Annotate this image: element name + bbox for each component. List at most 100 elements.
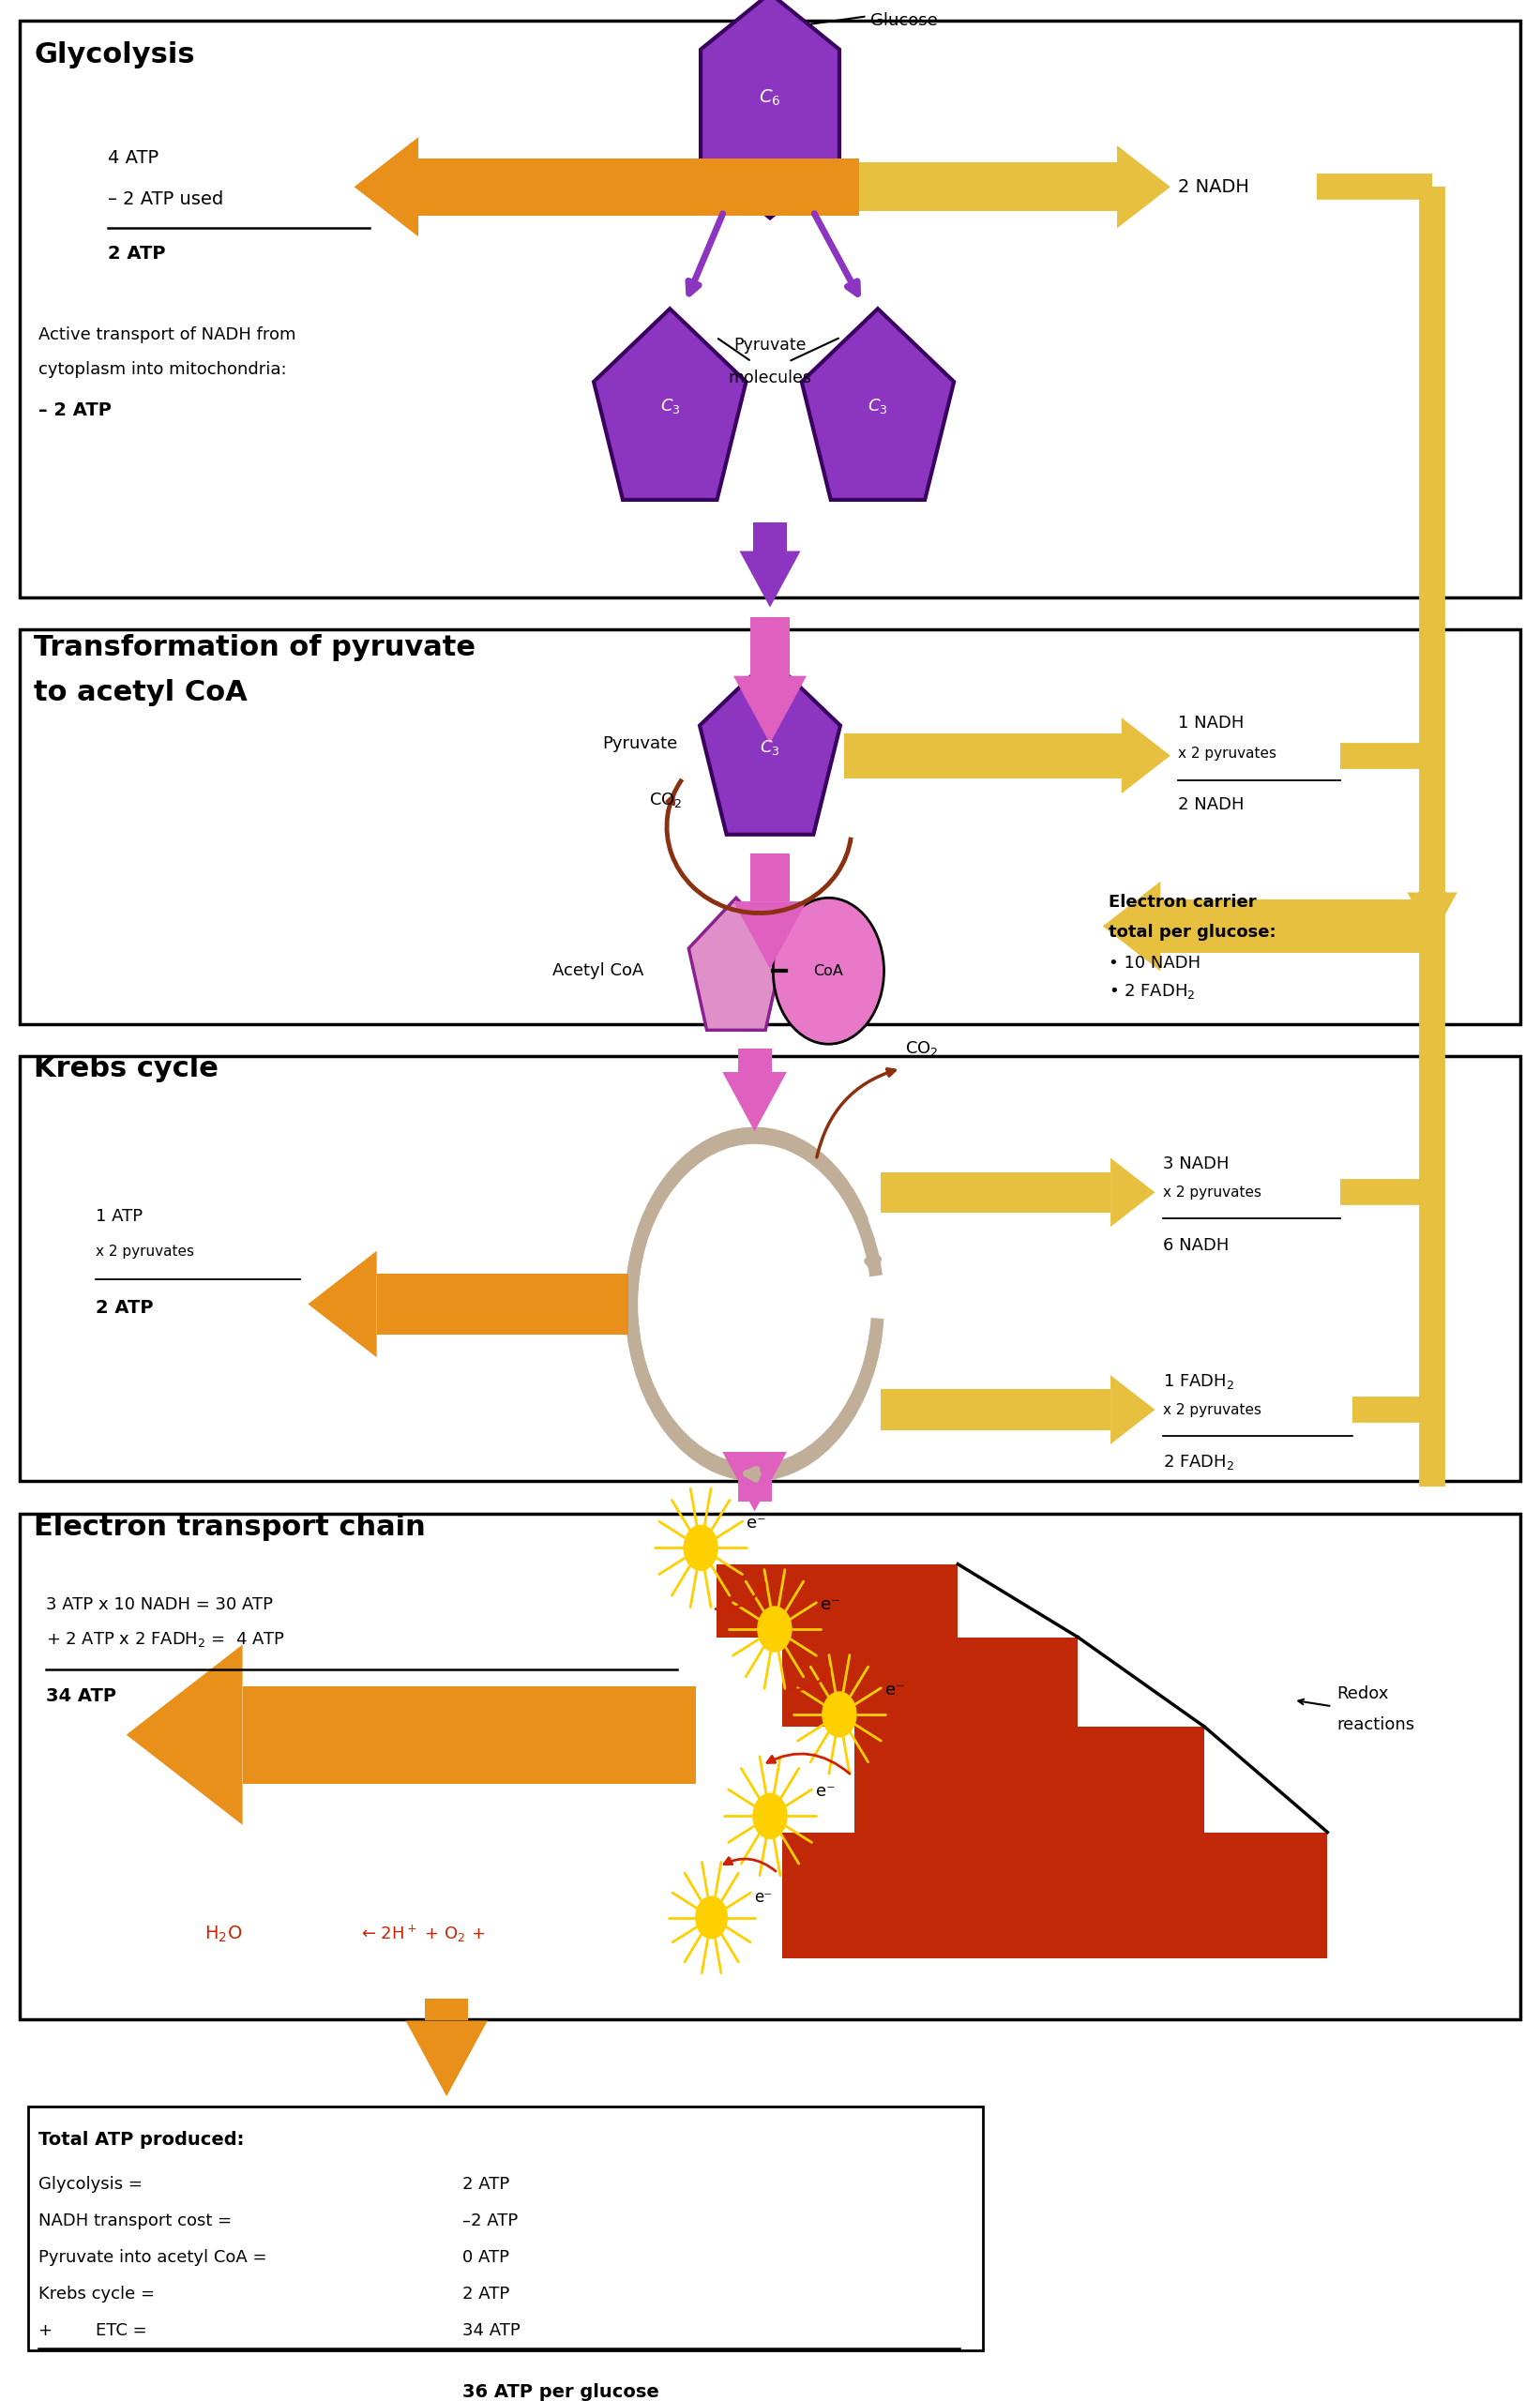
Circle shape	[773, 898, 884, 1044]
Polygon shape	[722, 1071, 787, 1131]
Polygon shape	[594, 310, 745, 499]
Text: 2 ATP: 2 ATP	[462, 2286, 510, 2303]
Bar	[20, 19, 1520, 598]
Text: H$_2$O: H$_2$O	[205, 1923, 242, 1945]
Polygon shape	[1408, 893, 1457, 939]
Polygon shape	[1116, 146, 1170, 228]
Text: $C_3$: $C_3$	[867, 396, 889, 415]
Text: Electron carrier: Electron carrier	[1109, 893, 1257, 910]
Text: 1 FADH$_2$: 1 FADH$_2$	[1163, 1371, 1234, 1390]
Text: Total ATP produced:: Total ATP produced:	[39, 2130, 245, 2149]
Polygon shape	[354, 137, 419, 238]
Polygon shape	[688, 898, 784, 1030]
Bar	[20, 629, 1520, 1023]
Bar	[377, 1273, 628, 1335]
Text: reactions: reactions	[1337, 1717, 1415, 1734]
Bar	[844, 732, 1121, 778]
Text: – 2 ATP: – 2 ATP	[39, 401, 111, 420]
Text: 2 ATP: 2 ATP	[95, 1299, 152, 1318]
Text: 2 ATP: 2 ATP	[462, 2175, 510, 2192]
Bar	[1161, 900, 1429, 953]
Bar	[738, 1049, 772, 1071]
Polygon shape	[1103, 881, 1161, 970]
Circle shape	[684, 1525, 718, 1570]
Text: CO$_2$: CO$_2$	[648, 790, 682, 809]
Text: 1 NADH: 1 NADH	[1178, 715, 1244, 732]
Bar	[28, 2106, 983, 2351]
Text: 0 ATP: 0 ATP	[462, 2250, 508, 2267]
Polygon shape	[733, 900, 807, 970]
Circle shape	[695, 1897, 728, 1940]
Text: e⁻: e⁻	[821, 1597, 841, 1613]
Text: • 2 FADH$_2$: • 2 FADH$_2$	[1109, 982, 1195, 1001]
Circle shape	[753, 1794, 787, 1839]
Text: x 2 pyruvates: x 2 pyruvates	[1163, 1186, 1261, 1200]
Text: 3 NADH: 3 NADH	[1163, 1155, 1229, 1172]
Text: Glycolysis: Glycolysis	[34, 41, 196, 70]
Text: 36 ATP per glucose: 36 ATP per glucose	[462, 2382, 659, 2401]
Text: e⁻: e⁻	[747, 1515, 767, 1532]
Bar	[20, 1513, 1520, 2019]
Bar	[859, 163, 1116, 211]
Polygon shape	[405, 2022, 488, 2096]
Text: molecules: molecules	[728, 370, 812, 387]
Bar	[425, 1998, 468, 2022]
Text: e⁻: e⁻	[816, 1784, 836, 1801]
Text: +        ETC =: + ETC =	[39, 2322, 146, 2339]
Polygon shape	[802, 310, 953, 499]
Text: x 2 pyruvates: x 2 pyruvates	[1178, 747, 1277, 761]
Bar	[753, 521, 787, 552]
Text: Active transport of NADH from: Active transport of NADH from	[39, 327, 296, 343]
Text: x 2 pyruvates: x 2 pyruvates	[1163, 1402, 1261, 1417]
Bar	[419, 158, 859, 216]
Text: –2 ATP: –2 ATP	[462, 2211, 517, 2228]
Text: Electron transport chain: Electron transport chain	[34, 1515, 425, 1541]
Text: $C_6$: $C_6$	[759, 86, 781, 108]
Text: 34 ATP: 34 ATP	[462, 2322, 521, 2339]
Text: $C_3$: $C_3$	[659, 396, 681, 415]
Bar	[752, 852, 790, 900]
Text: Glucose: Glucose	[870, 12, 938, 29]
Polygon shape	[126, 1645, 242, 1825]
Bar	[738, 1453, 772, 1501]
Polygon shape	[1110, 1157, 1155, 1227]
Text: Pyruvate: Pyruvate	[602, 735, 678, 752]
Text: Acetyl CoA: Acetyl CoA	[553, 963, 644, 980]
Text: Krebs cycle =: Krebs cycle =	[39, 2286, 156, 2303]
Text: ← 2H$^+$ + O$_2$ +: ← 2H$^+$ + O$_2$ +	[362, 1923, 485, 1945]
Text: CoA: CoA	[813, 963, 844, 977]
Bar	[752, 617, 790, 677]
Text: 34 ATP: 34 ATP	[46, 1688, 117, 1705]
Text: Transformation of pyruvate: Transformation of pyruvate	[34, 634, 476, 663]
Text: NADH transport cost =: NADH transport cost =	[39, 2211, 233, 2228]
Text: – 2 ATP used: – 2 ATP used	[108, 190, 223, 209]
Polygon shape	[699, 658, 841, 836]
Text: 4 ATP: 4 ATP	[108, 149, 159, 168]
Text: e⁻: e⁻	[886, 1681, 906, 1698]
Text: Glycolysis =: Glycolysis =	[39, 2175, 143, 2192]
Polygon shape	[308, 1251, 377, 1357]
Bar	[242, 1686, 696, 1784]
Text: 1 ATP: 1 ATP	[95, 1208, 143, 1225]
Polygon shape	[1121, 718, 1170, 795]
Text: Pyruvate into acetyl CoA =: Pyruvate into acetyl CoA =	[39, 2250, 266, 2267]
Text: Pyruvate: Pyruvate	[733, 336, 807, 353]
Bar	[20, 1056, 1520, 1481]
Text: x 2 pyruvates: x 2 pyruvates	[95, 1244, 194, 1258]
Text: 2 NADH: 2 NADH	[1178, 178, 1249, 197]
Text: total per glucose:: total per glucose:	[1109, 924, 1277, 941]
Bar	[881, 1390, 1110, 1431]
Text: 2 NADH: 2 NADH	[1178, 797, 1244, 814]
Polygon shape	[739, 552, 801, 607]
Circle shape	[822, 1690, 856, 1738]
Text: $C_3$: $C_3$	[759, 737, 781, 756]
Text: cytoplasm into mitochondria:: cytoplasm into mitochondria:	[39, 360, 286, 377]
Text: + 2 ATP x 2 FADH$_2$ =  4 ATP: + 2 ATP x 2 FADH$_2$ = 4 ATP	[46, 1630, 285, 1649]
Text: • 10 NADH: • 10 NADH	[1109, 953, 1201, 972]
Polygon shape	[722, 1453, 787, 1510]
Text: 2 ATP: 2 ATP	[108, 245, 165, 262]
Circle shape	[758, 1606, 792, 1652]
Text: Redox: Redox	[1337, 1686, 1389, 1702]
Text: 6 NADH: 6 NADH	[1163, 1237, 1229, 1253]
Polygon shape	[701, 0, 839, 218]
